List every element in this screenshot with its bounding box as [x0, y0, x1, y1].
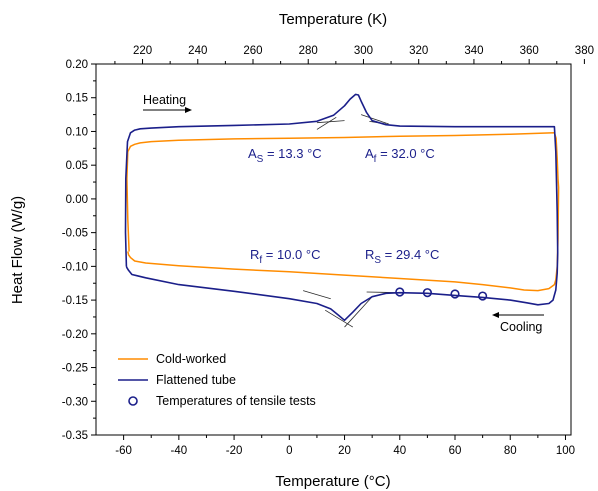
tangent-line: [360, 114, 389, 125]
x2-tick-label: 360: [520, 45, 539, 57]
y-tick-label: -0.05: [62, 228, 88, 240]
x-tick-label: 80: [504, 445, 517, 457]
y-tick-label: 0.20: [66, 59, 88, 71]
y-tick-label: -0.15: [62, 295, 88, 307]
x2-tick-label: 300: [354, 45, 373, 57]
x-tick-label: 40: [393, 445, 406, 457]
series-layer: [124, 93, 560, 328]
x-axis-title: Temperature (°C): [275, 473, 390, 490]
rf-annotation: Rf = 10.0 °C: [250, 247, 321, 266]
axis-ticks: -60 -40 -20 0 20 40 60 80 100 220 240 260 280 300 320 3…: [62, 45, 594, 457]
y-tick-label: -0.35: [62, 430, 88, 442]
y-tick-label: 0.10: [66, 126, 88, 138]
tangent-line: [344, 296, 373, 328]
x-tick-label: -20: [226, 445, 243, 457]
tangent-line: [316, 120, 345, 124]
y-tick-label: -0.30: [62, 396, 88, 408]
legend-label-flattened-tube: Flattened tube: [156, 373, 236, 387]
rs-annotation: RS = 29.4 °C: [365, 247, 439, 266]
x2-tick-label: 320: [409, 45, 428, 57]
x2-tick-label: 260: [243, 45, 262, 57]
tensile-test-marker: [395, 287, 405, 297]
tensile-test-marker: [478, 291, 488, 301]
x2-tick-label: 280: [299, 45, 318, 57]
series-flattened-tube: [124, 93, 559, 322]
as-annotation: AS = 13.3 °C: [248, 146, 322, 165]
x-tick-label: -60: [115, 445, 132, 457]
cooling-label: Cooling: [500, 320, 542, 334]
legend: Cold-worked Flattened tube Temperatures …: [118, 352, 316, 408]
tensile-test-marker: [450, 289, 460, 299]
series-cold-worked: [126, 132, 560, 292]
x2-axis-title: Temperature (K): [279, 11, 387, 28]
tensile-test-marker: [422, 288, 432, 298]
x2-tick-label: 340: [464, 45, 483, 57]
cooling-arrow: [492, 312, 544, 318]
y-tick-label: 0.05: [66, 160, 88, 172]
legend-label-tensile-tests: Temperatures of tensile tests: [156, 394, 316, 408]
x-tick-label: 60: [449, 445, 462, 457]
tangent-line: [316, 116, 337, 130]
heating-arrow: [143, 107, 192, 113]
x2-tick-label: 220: [133, 45, 152, 57]
y-axis-title: Heat Flow (W/g): [9, 196, 26, 304]
x-tick-label: 0: [286, 445, 292, 457]
heating-label: Heating: [143, 93, 186, 107]
legend-label-cold-worked: Cold-worked: [156, 352, 226, 366]
y-tick-label: -0.25: [62, 363, 88, 375]
x2-tick-label: 380: [575, 45, 594, 57]
y-tick-label: -0.20: [62, 329, 88, 341]
tangent-line: [325, 309, 354, 328]
y-tick-label: 0.15: [66, 93, 88, 105]
y-tick-label: -0.10: [62, 261, 88, 273]
x-tick-label: -40: [171, 445, 188, 457]
legend-marker-tensile-tests: [128, 396, 138, 406]
tangent-line: [303, 290, 331, 300]
y-tick-label: 0.00: [66, 194, 88, 206]
x2-tick-label: 240: [188, 45, 207, 57]
x-tick-label: 20: [338, 445, 351, 457]
x-tick-label: 100: [556, 445, 575, 457]
af-annotation: Af = 32.0 °C: [365, 146, 435, 165]
